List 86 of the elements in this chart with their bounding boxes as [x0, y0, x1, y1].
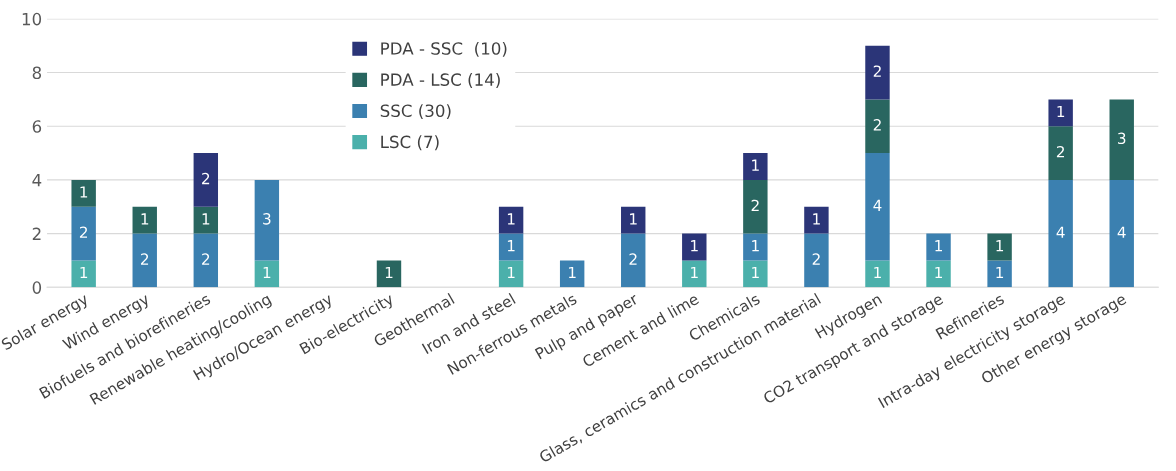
data-label: 3	[1118, 132, 1126, 145]
data-label: 1	[630, 213, 637, 225]
bar	[71, 179, 96, 207]
bar	[71, 206, 96, 261]
y-tick-label: 10	[22, 12, 42, 26]
data-label: 2	[141, 253, 149, 265]
bar	[987, 233, 1012, 261]
bar	[865, 45, 890, 100]
data-label: 3	[263, 213, 271, 225]
bar	[498, 233, 524, 261]
bar	[1048, 126, 1073, 180]
data-label: 1	[752, 159, 759, 171]
y-tick-label: 6	[32, 120, 42, 133]
data-label: 1	[813, 213, 820, 225]
bar	[1109, 99, 1134, 180]
data-label: 1	[691, 240, 698, 252]
data-label: 1	[263, 266, 271, 279]
bar	[254, 260, 280, 288]
y-tick-label: 4	[32, 174, 42, 187]
data-label: 1	[691, 266, 698, 279]
data-label: 1	[385, 266, 393, 279]
data-label: 1	[80, 266, 88, 279]
data-label: 2	[629, 253, 637, 265]
legend-label: PDA - SSC (10)	[381, 41, 507, 57]
data-label: 1	[935, 266, 942, 279]
bar	[804, 233, 829, 288]
bar	[559, 260, 585, 288]
data-label: 1	[752, 240, 759, 252]
bar	[743, 153, 768, 180]
data-label: 1	[507, 240, 515, 252]
bar	[865, 260, 890, 288]
data-label: 1	[996, 240, 1004, 252]
bar	[682, 260, 707, 288]
data-label: 2	[812, 253, 820, 265]
bar	[132, 233, 157, 288]
bar	[1109, 179, 1134, 288]
bar	[1048, 179, 1073, 288]
bar	[865, 153, 890, 261]
bar	[621, 206, 646, 234]
data-label: 1	[80, 186, 88, 198]
legend-label: PDA - LSC (14)	[381, 73, 500, 88]
legend-label: SSC (30)	[380, 104, 451, 120]
data-label: 1	[507, 266, 515, 279]
data-label: 4	[873, 199, 882, 211]
bar	[743, 179, 768, 234]
y-tick-label: 0	[32, 281, 42, 294]
data-label: 2	[79, 226, 88, 238]
bar	[865, 99, 890, 154]
bar	[926, 260, 951, 288]
data-label: 4	[1117, 226, 1126, 238]
data-label: 1	[752, 266, 759, 279]
data-label: 1	[568, 266, 576, 279]
data-label: 2	[1056, 145, 1064, 158]
bar	[743, 260, 768, 288]
data-label: 2	[751, 199, 759, 211]
bar	[193, 206, 219, 234]
bar	[193, 153, 219, 207]
bar	[1048, 99, 1073, 127]
y-tick-label: 2	[32, 227, 41, 240]
data-label: 1	[996, 266, 1004, 279]
data-label: 1	[141, 213, 149, 225]
data-label: 1	[874, 266, 881, 279]
data-label: 1	[507, 213, 515, 225]
bar	[682, 233, 707, 261]
bar	[193, 233, 219, 288]
data-label: 2	[202, 253, 210, 265]
bar	[376, 260, 402, 288]
data-label: 2	[873, 119, 881, 131]
data-label: 2	[873, 65, 881, 77]
legend-label: LSC (7)	[381, 135, 439, 151]
data-label: 1	[202, 213, 210, 225]
bar	[987, 260, 1012, 288]
data-label: 4	[1056, 226, 1065, 238]
bar	[71, 260, 96, 288]
data-label: 1	[935, 240, 942, 252]
bar	[498, 260, 524, 288]
bar	[254, 179, 280, 261]
bar	[926, 233, 951, 261]
bar	[804, 206, 829, 234]
bar	[621, 233, 646, 288]
bar	[132, 206, 157, 234]
bar	[498, 206, 524, 234]
data-label: 1	[1057, 105, 1065, 118]
data-label: 2	[202, 172, 210, 185]
y-tick-label: 8	[32, 66, 42, 80]
bar	[743, 233, 768, 261]
